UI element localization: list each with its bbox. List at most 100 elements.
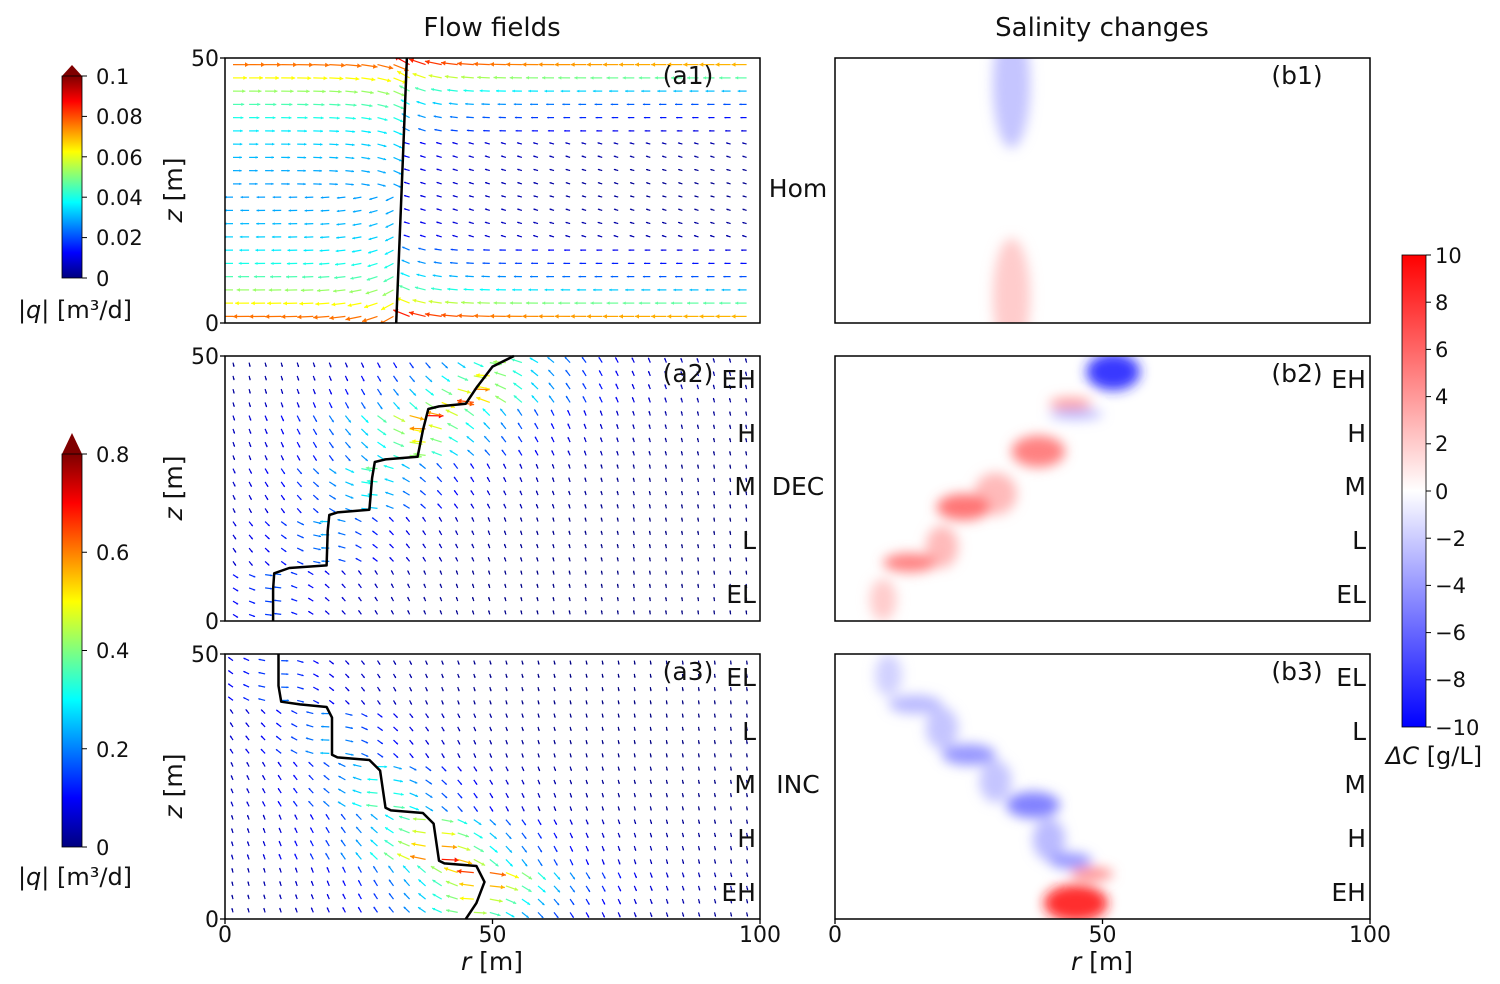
quiver-arrowhead — [384, 765, 388, 769]
colorbar-tick: 0.2 — [96, 738, 129, 762]
quiver-arrowhead — [552, 570, 555, 573]
quiver-arrowhead — [276, 736, 279, 738]
quiver-arrowhead — [665, 742, 668, 745]
quiver-arrowhead — [519, 504, 522, 506]
quiver-arrowhead — [238, 261, 242, 265]
quiver-arrowhead — [680, 411, 683, 414]
quiver-arrowhead — [650, 782, 652, 784]
quiver-arrowhead — [568, 583, 571, 586]
quiver-arrowhead — [303, 156, 307, 159]
quiver-arrowhead — [676, 249, 679, 252]
quiver-arrowhead — [660, 129, 663, 132]
quiver-arrowhead — [459, 769, 462, 772]
quiver-arrowhead — [409, 426, 415, 431]
quiver-arrowhead — [635, 314, 639, 319]
quiver-arrowhead — [436, 463, 439, 466]
quiver-arrowhead — [531, 116, 533, 119]
quiver-arrowhead — [266, 497, 268, 500]
quiver-arrowhead — [726, 169, 729, 171]
quiver-arrowhead — [648, 530, 651, 533]
quiver-arrowhead — [611, 262, 614, 265]
quiver-arrowhead — [366, 803, 370, 807]
quiver-arrowhead — [399, 85, 403, 89]
quiver-arrowhead — [505, 729, 508, 731]
quiver-arrowhead — [730, 875, 733, 877]
quiver-arrowhead — [489, 689, 492, 692]
quiver-arrowhead — [367, 143, 371, 147]
quiver-arrowhead — [331, 675, 334, 678]
quiver-arrowhead — [491, 809, 493, 812]
quiver-arrowhead — [331, 419, 334, 423]
quiver-arrowhead — [714, 835, 716, 837]
quiver-arrowhead — [441, 60, 446, 66]
quiver-arrowhead — [298, 445, 301, 448]
quiver-arrowhead — [234, 524, 237, 527]
quiver-arrowhead — [666, 914, 669, 917]
quiver-arrowhead — [272, 116, 276, 120]
quiver-arrowhead — [411, 742, 414, 745]
quiver-arrowhead — [616, 464, 619, 467]
x-tick-label: 100 — [1349, 923, 1391, 948]
quiver-arrowhead — [389, 879, 392, 882]
quiver-arrowhead — [308, 762, 311, 764]
quiver-arrowhead — [504, 570, 507, 573]
quiver-arrowhead — [600, 557, 603, 560]
quiver-arrowhead — [372, 530, 375, 533]
quiver-arrowhead — [536, 530, 539, 533]
quiver-arrowhead — [333, 471, 337, 474]
quiver-arrowhead — [442, 742, 445, 745]
quiver-arrowhead — [414, 768, 417, 771]
quiver-arrowhead — [482, 408, 486, 412]
quiver-arrowhead — [520, 544, 522, 546]
quiver-arrowhead — [504, 557, 506, 560]
quiver-arrowhead — [696, 371, 699, 374]
quiver-arrowhead — [331, 662, 334, 665]
quiver-arrowhead — [338, 89, 342, 94]
quiver-arrowhead — [746, 795, 748, 798]
quiver-arrowhead — [650, 875, 653, 878]
quiver-arrowhead — [665, 676, 668, 678]
quiver-arrowhead — [452, 221, 455, 224]
quiver-arrowhead — [439, 557, 441, 560]
quiver-arrowhead — [552, 544, 555, 546]
quiver-arrowhead — [347, 689, 350, 692]
quiver-arrowhead — [291, 736, 294, 739]
quiver-arrowhead — [600, 477, 603, 480]
quiver-arrowhead — [317, 288, 321, 293]
quiver-arrowhead — [667, 62, 672, 67]
quiver-arrowhead — [399, 158, 402, 162]
quiver-arrowhead — [267, 550, 270, 553]
quiver-arrowhead — [552, 504, 554, 507]
quiver-arrowhead — [564, 129, 566, 132]
quiver-arrowhead — [612, 249, 615, 252]
quiver-arrowhead — [307, 76, 312, 81]
quiver-arrowhead — [617, 689, 620, 692]
quiver-arrowhead — [745, 491, 748, 493]
quiver-arrowhead — [488, 570, 490, 573]
quiver-arrowhead — [313, 314, 318, 320]
quiver-arrowhead — [403, 221, 406, 224]
colorbar-extend-arrow — [62, 433, 82, 454]
quiver-arrowhead — [288, 222, 291, 226]
quiver-arrowhead — [638, 76, 642, 80]
quiver-arrowhead — [521, 755, 524, 758]
quiver-arrowhead — [281, 391, 284, 394]
salinity-blob — [1011, 435, 1066, 468]
quiver-arrowhead — [239, 156, 242, 159]
quiver-arrowhead — [225, 195, 227, 199]
quiver-arrowhead — [255, 156, 258, 159]
quiver-arrowhead — [664, 477, 667, 480]
quiver-arrowhead — [383, 279, 387, 282]
quiver-arrowhead — [351, 263, 355, 267]
salinity-blob — [1049, 409, 1103, 420]
layer-label: M — [734, 472, 756, 501]
quiver-arrowhead — [483, 422, 487, 425]
panel-frame-a1 — [224, 57, 761, 324]
quiver-arrowhead — [487, 490, 489, 493]
quiver-arrowhead — [230, 748, 232, 751]
quiver-arrowhead — [665, 557, 667, 560]
quiver-arrowhead — [484, 142, 487, 144]
quiver-arrowhead — [450, 129, 453, 132]
quiver-arrowhead — [410, 702, 412, 705]
quiver-arrowhead — [631, 370, 634, 373]
